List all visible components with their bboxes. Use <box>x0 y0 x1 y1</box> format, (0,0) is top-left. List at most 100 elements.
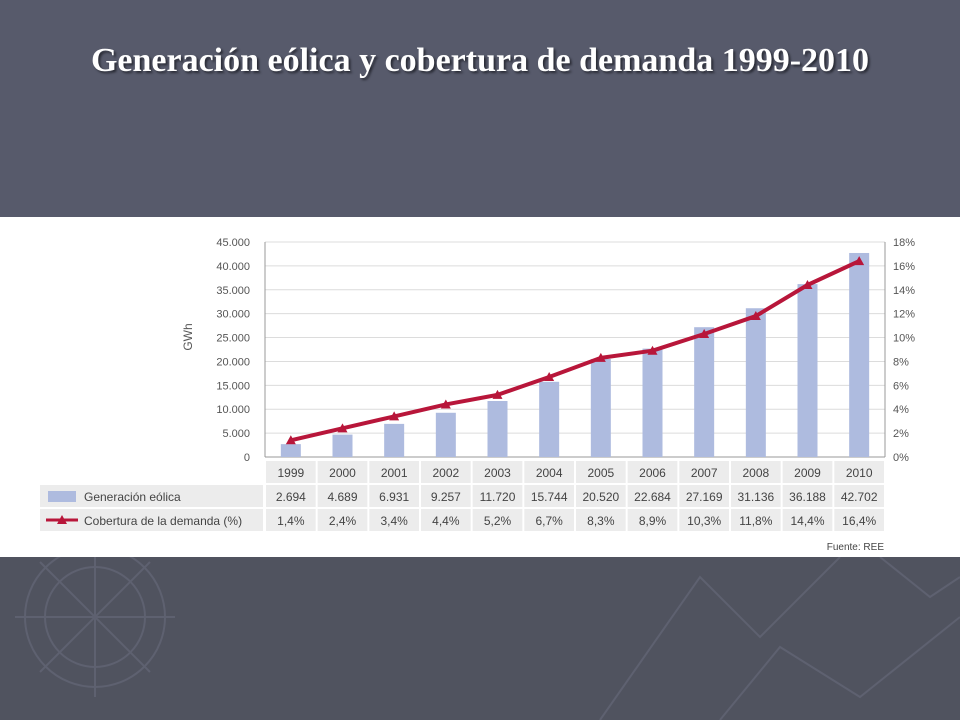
y-tick-label: 25.000 <box>216 333 250 345</box>
table-cell <box>266 461 316 483</box>
bar <box>849 252 870 457</box>
data-label: 2.694 <box>276 490 306 504</box>
y2-tick-label: 18% <box>893 237 915 249</box>
table-cell <box>369 485 419 507</box>
table-cell <box>369 461 419 483</box>
y-tick-label: 35.000 <box>216 285 250 297</box>
bar <box>797 284 818 457</box>
x-tick-label: 2006 <box>639 466 666 480</box>
x-tick-label: 2007 <box>691 466 718 480</box>
coverage-point <box>492 389 503 399</box>
x-tick-label: 2009 <box>794 466 821 480</box>
data-label: 9.257 <box>431 490 461 504</box>
coverage-point <box>750 311 761 321</box>
coverage-point <box>802 280 813 289</box>
table-cell <box>679 485 729 507</box>
table-cell <box>731 461 781 483</box>
data-label: 22.684 <box>634 490 671 504</box>
bottom-band <box>0 557 960 720</box>
data-label: 8,3% <box>587 514 615 528</box>
data-label: 11.720 <box>480 490 516 504</box>
data-label: 15.744 <box>531 490 568 504</box>
table-cell <box>782 461 833 483</box>
legend-label: Cobertura de la demanda (%) <box>84 514 242 528</box>
data-label: 6,7% <box>535 514 563 528</box>
source-note: Fuente: REE <box>827 542 885 553</box>
coverage-point <box>389 411 400 421</box>
coverage-point <box>595 352 606 362</box>
y2-tick-label: 6% <box>893 380 909 392</box>
data-label: 2,4% <box>329 514 357 528</box>
x-tick-label: 2003 <box>484 466 511 480</box>
bar <box>435 412 456 457</box>
bar <box>280 444 301 457</box>
data-label: 3,4% <box>380 514 408 528</box>
compass-decoration <box>15 557 960 720</box>
data-label: 16,4% <box>842 514 876 528</box>
data-label: 31.136 <box>737 490 774 504</box>
y2-tick-label: 12% <box>893 309 915 321</box>
data-label: 20.520 <box>582 490 619 504</box>
x-tick-label: 2008 <box>742 466 769 480</box>
table-cell <box>266 509 316 531</box>
bar <box>745 308 766 457</box>
data-label: 4.689 <box>327 490 357 504</box>
table-cell <box>834 509 884 531</box>
x-tick-label: 2000 <box>329 466 356 480</box>
data-label: 42.702 <box>841 490 878 504</box>
x-tick-label: 2001 <box>381 466 408 480</box>
x-tick-label: 2010 <box>846 466 873 480</box>
bar <box>332 434 353 457</box>
slide-title: Generación eólica y cobertura de demanda… <box>90 42 870 79</box>
y2-tick-label: 10% <box>893 333 915 345</box>
table-cell <box>782 485 833 507</box>
bar <box>487 401 508 457</box>
bar <box>694 327 715 457</box>
coverage-point <box>544 371 555 381</box>
x-tick-label: 2002 <box>432 466 459 480</box>
y-tick-label: 30.000 <box>216 309 250 321</box>
bar <box>590 358 611 457</box>
table-cell <box>627 485 678 507</box>
y-tick-label: 45.000 <box>216 237 250 249</box>
table-legend-cell <box>40 485 263 507</box>
table-cell <box>731 509 781 531</box>
table-cell <box>524 509 574 531</box>
coverage-point <box>699 328 710 338</box>
y-tick-label: 40.000 <box>216 261 250 273</box>
table-cell <box>627 461 678 483</box>
x-tick-label: 2005 <box>587 466 614 480</box>
y2-tick-label: 14% <box>893 285 915 297</box>
data-label: 4,4% <box>432 514 460 528</box>
coverage-point <box>440 399 451 409</box>
data-label: 36.188 <box>789 490 826 504</box>
table-cell <box>421 509 471 531</box>
y-tick-label: 20.000 <box>216 356 250 368</box>
legend-swatch-marker <box>57 515 67 524</box>
coverage-point <box>337 423 348 433</box>
table-cell <box>472 509 523 531</box>
bar <box>384 423 405 457</box>
table-cell <box>524 461 574 483</box>
coverage-point <box>285 435 296 445</box>
legend-swatch-bar <box>48 491 76 502</box>
table-cell <box>731 485 781 507</box>
chart-panel: 45.000 40.000 35.000 30.000 25.000 20.000 15.0… <box>0 217 960 557</box>
table-cell <box>576 461 626 483</box>
table-cell <box>524 485 574 507</box>
table-legend-cell <box>40 509 263 531</box>
table-cell <box>317 485 368 507</box>
x-tick-label: 2004 <box>536 466 563 480</box>
y2-tick-label: 2% <box>893 428 909 440</box>
table-cell <box>834 461 884 483</box>
bar <box>642 348 663 457</box>
table-cell <box>834 485 884 507</box>
coverage-line <box>290 259 861 443</box>
data-label: 14,4% <box>790 514 824 528</box>
table-cell <box>266 485 316 507</box>
y-tick-label: 15.000 <box>216 380 250 392</box>
data-label: 27.169 <box>686 490 723 504</box>
coverage-point <box>854 256 865 266</box>
data-label: 8,9% <box>639 514 667 528</box>
table-cell <box>317 509 368 531</box>
